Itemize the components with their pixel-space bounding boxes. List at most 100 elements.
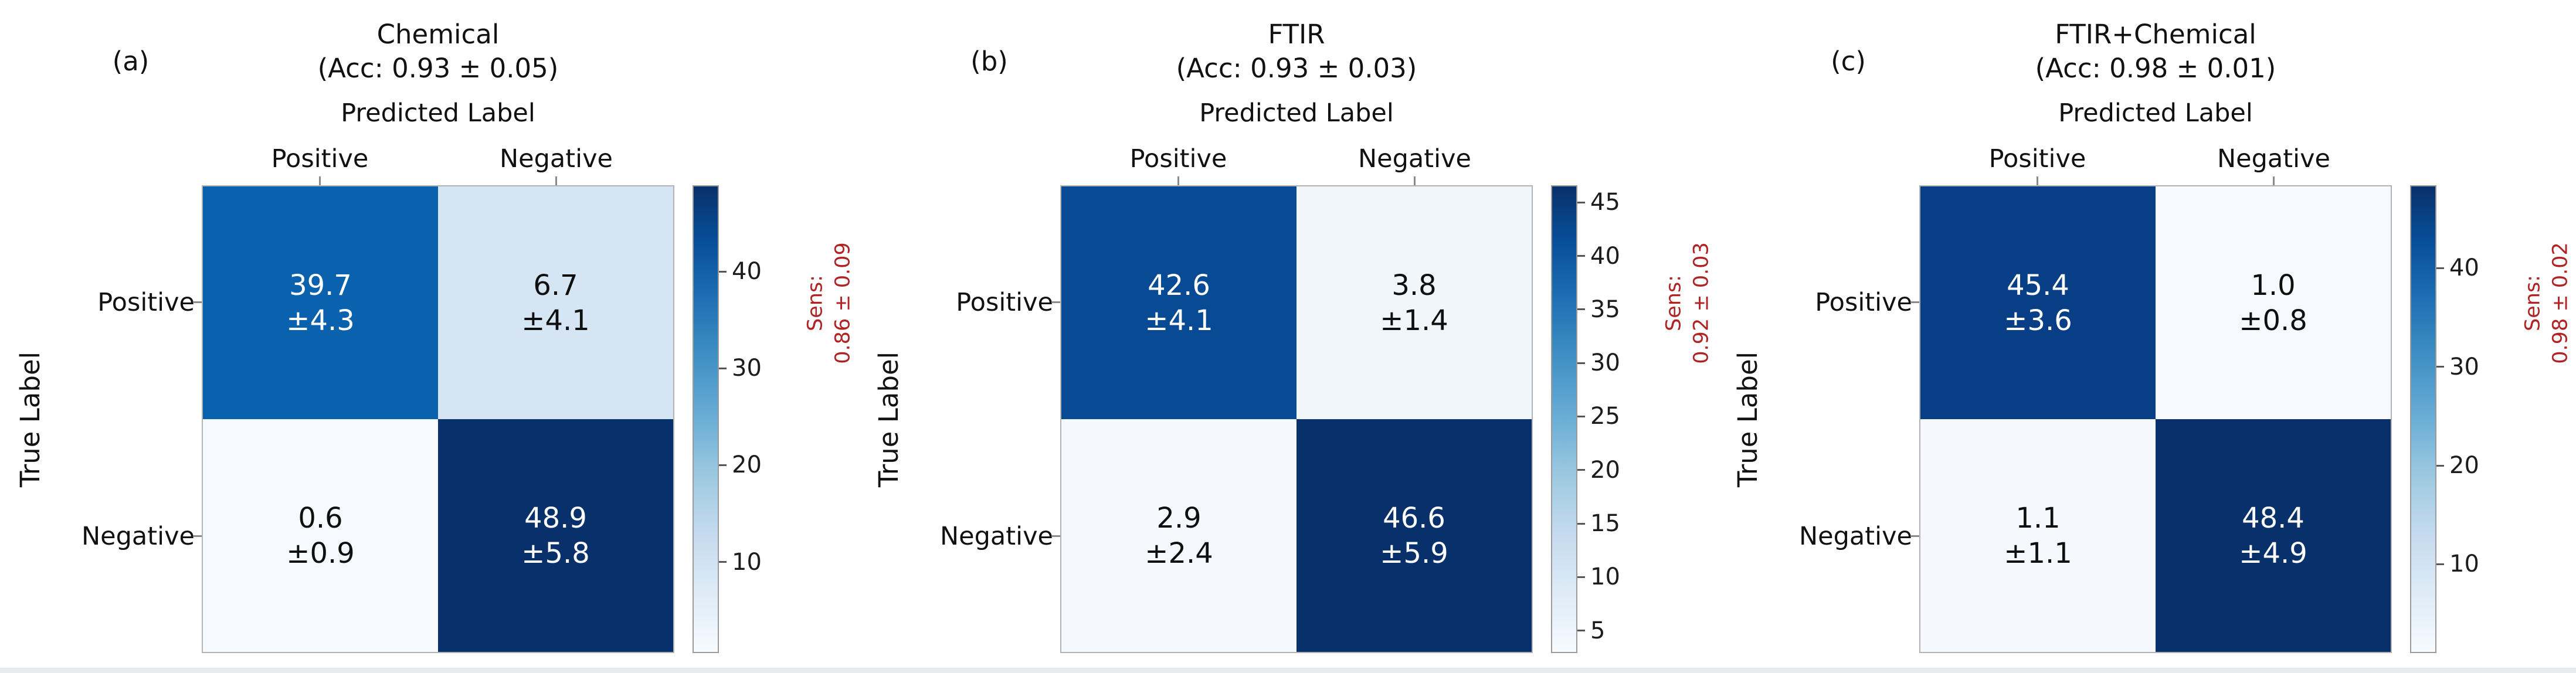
cell-false-negative: 6.7 ±4.1 (438, 186, 673, 419)
colorbar-tick-label: 40 (732, 258, 762, 285)
sensitivity-text: Sens: 0.98 ± 0.02 (2520, 242, 2575, 363)
cell-value: 3.8 (1391, 268, 1437, 302)
colorbar-tick: 10 (2436, 550, 2479, 577)
colorbar-tick-label: 35 (1590, 295, 1620, 323)
col-label-positive: Positive (1129, 144, 1227, 174)
x-tick-mark (2273, 176, 2275, 185)
colorbar-tick-label: 5 (1590, 617, 1606, 644)
y-axis-title: True Label (15, 351, 46, 487)
row-label-negative: Negative (82, 522, 195, 551)
y-axis-title-wrap: True Label (1725, 185, 1771, 653)
col-label-negative: Negative (500, 144, 613, 174)
x-tick-mark (555, 176, 557, 185)
colorbar-tick-label: 20 (1590, 456, 1620, 484)
col-label-negative: Negative (2217, 144, 2330, 174)
colorbar-tick-label: 30 (1590, 349, 1620, 377)
colorbar-tick-mark (1577, 522, 1585, 525)
colorbar-tick-label: 40 (2449, 254, 2479, 282)
cell-error: ±1.1 (2004, 536, 2072, 570)
colorbar-tick-label: 20 (732, 451, 762, 479)
colorbar-tick: 20 (1577, 457, 1620, 484)
colorbar-tick-mark (2436, 366, 2444, 368)
y-axis-title-wrap: True Label (7, 185, 54, 653)
colorbar-tick-mark (2436, 563, 2444, 565)
cell-error: ±5.8 (521, 536, 590, 570)
confusion-matrix: 42.6 ±4.1 3.8 ±1.4 2.9 ±2.4 46.6 ±5.9 (1060, 185, 1533, 653)
colorbar-tick: 15 (1577, 510, 1620, 537)
colorbar-tick-mark (719, 561, 727, 563)
colorbar-tick-mark (719, 464, 727, 466)
colorbar-axis: 40 30 20 10 (719, 185, 819, 653)
row-label-negative: Negative (940, 522, 1053, 551)
x-tick-mark (2037, 176, 2038, 185)
colorbar-tick-mark (1577, 576, 1585, 578)
row-label-negative: Negative (1799, 522, 1912, 551)
col-label-positive: Positive (271, 144, 369, 174)
colorbar-tick-mark (1577, 362, 1585, 364)
colorbar-tick-mark (1577, 630, 1585, 632)
x-axis-title: Predicted Label (2058, 98, 2253, 128)
cell-value: 42.6 (1148, 268, 1210, 302)
sensitivity-annotation: Sens: 0.98 ± 0.02 (2506, 127, 2576, 479)
colorbar-tick-mark (719, 367, 727, 369)
y-tick-mark (193, 301, 202, 303)
cell-false-negative: 1.0 ±0.8 (2156, 186, 2391, 419)
colorbar-tick: 25 (1577, 403, 1620, 430)
colorbar-tick: 30 (1577, 349, 1620, 376)
row-label-positive: Positive (1815, 288, 1912, 317)
cell-false-positive: 0.6 ±0.9 (203, 419, 438, 652)
x-tick-mark (1177, 176, 1179, 185)
cell-value: 2.9 (1156, 501, 1202, 535)
colorbar-tick-label: 40 (1590, 242, 1620, 270)
cell-value: 6.7 (533, 268, 578, 302)
colorbar-tick-label: 45 (1590, 189, 1620, 216)
cell-error: ±4.9 (2239, 536, 2307, 570)
sensitivity-text: Sens: 0.92 ± 0.03 (1661, 242, 1716, 363)
panel-ftir-chemical: (c) FTIR+Chemical (Acc: 0.98 ± 0.01) Pre… (1718, 0, 2576, 673)
sensitivity-label: Sens: (804, 275, 827, 331)
colorbar-tick-label: 30 (2449, 353, 2479, 380)
sensitivity-value: 0.92 ± 0.03 (1690, 242, 1713, 364)
row-label-positive: Positive (956, 288, 1053, 317)
cell-error: ±4.1 (1145, 304, 1213, 337)
panel-title-block: Chemical (Acc: 0.93 ± 0.05) (202, 18, 674, 86)
sensitivity-value: 0.98 ± 0.02 (2549, 242, 2572, 364)
cell-true-negative: 48.4 ±4.9 (2156, 419, 2391, 652)
confusion-matrix: 39.7 ±4.3 6.7 ±4.1 0.6 ±0.9 48.9 ±5.8 (202, 185, 674, 653)
panel-title-block: FTIR+Chemical (Acc: 0.98 ± 0.01) (1919, 18, 2392, 86)
colorbar-tick-mark (1577, 201, 1585, 203)
cell-value: 45.4 (2007, 268, 2069, 302)
y-tick-mark (193, 535, 202, 537)
colorbar-tick-label: 15 (1590, 510, 1620, 538)
cell-error: ±3.6 (2004, 304, 2072, 337)
colorbar-gradient (693, 185, 719, 653)
panel-title: FTIR+Chemical (2055, 19, 2256, 50)
colorbar-tick: 5 (1577, 617, 1605, 644)
colorbar-tick: 10 (1577, 563, 1620, 590)
cell-error: ±5.9 (1380, 536, 1448, 570)
cell-value: 1.0 (2251, 268, 2296, 302)
y-tick-mark (1910, 301, 1919, 303)
cell-value: 48.9 (524, 501, 587, 535)
panel-accuracy: (Acc: 0.98 ± 0.01) (2035, 53, 2276, 84)
colorbar-axis: 40 30 20 10 (2436, 185, 2536, 653)
colorbar-tick-label: 10 (732, 548, 762, 576)
y-tick-mark (1051, 301, 1060, 303)
cell-false-positive: 1.1 ±1.1 (1920, 419, 2156, 652)
cell-value: 48.4 (2242, 501, 2305, 535)
cell-error: ±4.1 (521, 304, 590, 337)
y-axis-title: True Label (1732, 351, 1764, 487)
y-tick-mark (1051, 535, 1060, 537)
cell-value: 0.6 (298, 501, 343, 535)
sensitivity-annotation: Sens: 0.92 ± 0.03 (1647, 127, 1729, 479)
cell-error: ±0.9 (286, 536, 355, 570)
colorbar-tick-label: 10 (2449, 550, 2479, 578)
colorbar-tick-mark (719, 270, 727, 273)
colorbar-tick-mark (1577, 308, 1585, 311)
cell-error: ±4.3 (286, 304, 355, 337)
sensitivity-value: 0.86 ± 0.09 (831, 242, 855, 364)
cell-true-positive: 39.7 ±4.3 (203, 186, 438, 419)
panel-ftir: (b) FTIR (Acc: 0.93 ± 0.03) Predicted La… (858, 0, 1717, 673)
col-label-negative: Negative (1358, 144, 1471, 174)
colorbar-tick: 30 (2436, 354, 2479, 380)
